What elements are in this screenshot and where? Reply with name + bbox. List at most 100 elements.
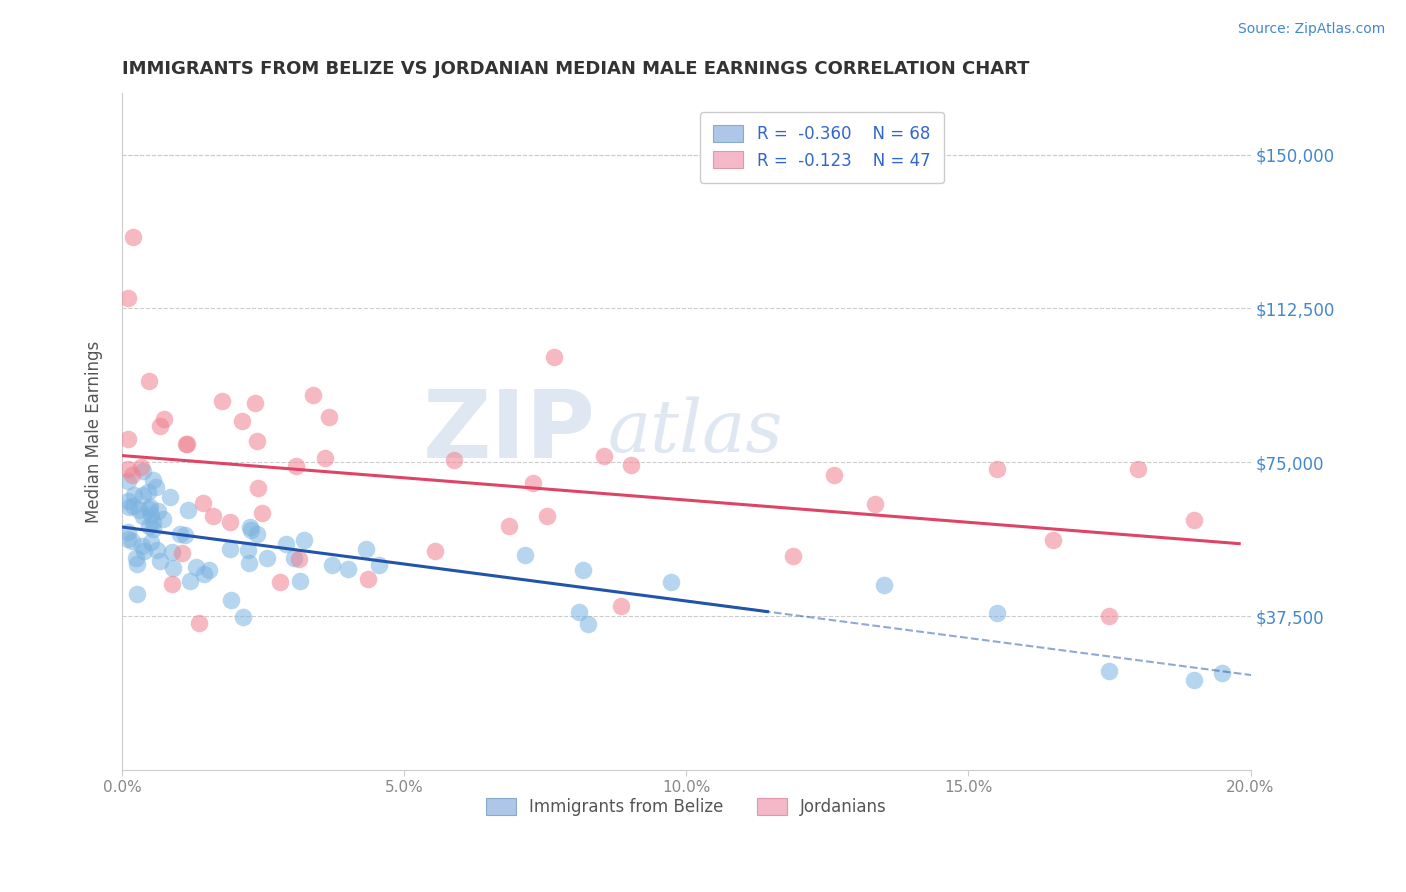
Point — [173, 528, 195, 542]
Text: IMMIGRANTS FROM BELIZE VS JORDANIAN MEDIAN MALE EARNINGS CORRELATION CHART: IMMIGRANTS FROM BELIZE VS JORDANIAN MEDI… — [122, 60, 1029, 78]
Point — [256, 550, 278, 565]
Point — [193, 567, 215, 582]
Point — [121, 467, 143, 482]
Point — [162, 561, 184, 575]
Point — [543, 351, 565, 365]
Point — [139, 500, 162, 515]
Point — [354, 542, 377, 557]
Point — [122, 229, 145, 244]
Point — [285, 458, 308, 473]
Point — [283, 550, 305, 565]
Text: ZIP: ZIP — [423, 385, 596, 477]
Point — [132, 544, 155, 558]
Point — [127, 557, 149, 571]
Point — [986, 607, 1008, 621]
Point — [368, 558, 391, 572]
Point — [201, 508, 224, 523]
Legend: Immigrants from Belize, Jordanians: Immigrants from Belize, Jordanians — [479, 791, 894, 822]
Point — [1126, 462, 1149, 476]
Point — [142, 473, 165, 487]
Point — [1182, 513, 1205, 527]
Point — [132, 488, 155, 502]
Point — [191, 495, 214, 509]
Point — [121, 533, 143, 548]
Point — [139, 508, 162, 522]
Point — [176, 437, 198, 451]
Point — [211, 394, 233, 409]
Point — [138, 502, 160, 516]
Point — [149, 554, 172, 568]
Point — [620, 458, 643, 472]
Point — [146, 504, 169, 518]
Point — [219, 593, 242, 607]
Point — [782, 549, 804, 563]
Point — [239, 520, 262, 534]
Point — [576, 617, 599, 632]
Text: Source: ZipAtlas.com: Source: ZipAtlas.com — [1237, 22, 1385, 37]
Point — [131, 465, 153, 479]
Point — [274, 537, 297, 551]
Point — [443, 452, 465, 467]
Point — [823, 467, 845, 482]
Point — [174, 437, 197, 451]
Point — [117, 433, 139, 447]
Point — [136, 485, 159, 500]
Point — [515, 548, 537, 562]
Point — [117, 494, 139, 508]
Point — [117, 474, 139, 488]
Point — [117, 500, 139, 514]
Point — [243, 396, 266, 410]
Point — [290, 574, 312, 588]
Point — [239, 523, 262, 537]
Point — [179, 574, 201, 588]
Point — [238, 543, 260, 558]
Point — [129, 460, 152, 475]
Point — [986, 461, 1008, 475]
Point — [142, 522, 165, 536]
Point — [536, 509, 558, 524]
Point — [152, 512, 174, 526]
Point — [865, 497, 887, 511]
Point — [357, 572, 380, 586]
Point — [246, 434, 269, 448]
Point — [288, 552, 311, 566]
Point — [132, 508, 155, 523]
Point — [609, 599, 631, 614]
Point — [146, 543, 169, 558]
Point — [250, 506, 273, 520]
Point — [1211, 665, 1233, 680]
Point — [302, 388, 325, 402]
Point — [169, 527, 191, 541]
Point — [138, 374, 160, 388]
Point — [125, 551, 148, 566]
Point — [219, 541, 242, 556]
Point — [269, 575, 291, 590]
Point — [247, 481, 270, 495]
Point — [122, 488, 145, 502]
Point — [659, 574, 682, 589]
Point — [238, 556, 260, 570]
Point — [187, 616, 209, 631]
Point — [177, 502, 200, 516]
Point — [122, 499, 145, 513]
Point — [184, 559, 207, 574]
Point — [246, 527, 269, 541]
Point — [117, 524, 139, 539]
Y-axis label: Median Male Earnings: Median Male Earnings — [86, 341, 103, 523]
Point — [117, 533, 139, 547]
Point — [117, 291, 139, 305]
Text: atlas: atlas — [607, 396, 783, 467]
Point — [141, 515, 163, 529]
Point — [568, 605, 591, 619]
Point — [152, 411, 174, 425]
Point — [218, 515, 240, 529]
Point — [572, 563, 595, 577]
Point — [1042, 533, 1064, 548]
Point — [149, 419, 172, 434]
Point — [172, 546, 194, 560]
Point — [522, 475, 544, 490]
Point — [592, 449, 614, 463]
Point — [138, 518, 160, 533]
Point — [1098, 664, 1121, 678]
Point — [162, 576, 184, 591]
